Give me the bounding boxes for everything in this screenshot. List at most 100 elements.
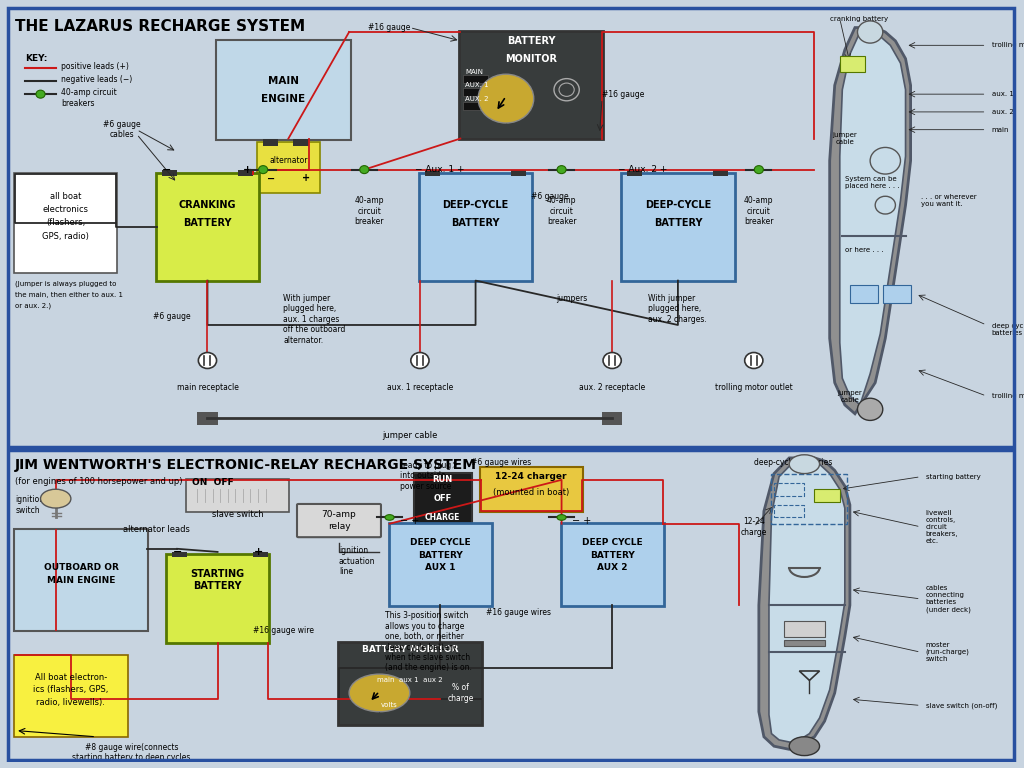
Circle shape: [411, 353, 429, 369]
Bar: [511, 170, 526, 177]
FancyBboxPatch shape: [186, 479, 290, 511]
Circle shape: [385, 515, 394, 520]
Text: slave switch: slave switch: [212, 510, 263, 519]
Text: jumper cable: jumper cable: [382, 432, 437, 441]
Text: #6 gauge: #6 gauge: [531, 192, 569, 200]
Text: BATTERY MONITOR: BATTERY MONITOR: [361, 644, 458, 654]
Text: MAIN: MAIN: [466, 69, 483, 75]
Circle shape: [478, 74, 534, 123]
Bar: [463, 75, 488, 83]
Bar: [263, 140, 279, 146]
Text: 40-amp
circuit
breaker: 40-amp circuit breaker: [744, 197, 773, 226]
Text: THE LAZARUS RECHARGE SYSTEM: THE LAZARUS RECHARGE SYSTEM: [15, 18, 305, 34]
Text: 70-amp: 70-amp: [322, 510, 356, 519]
Text: DEEP CYCLE: DEEP CYCLE: [582, 538, 642, 547]
Polygon shape: [759, 458, 850, 750]
Circle shape: [359, 166, 369, 174]
Text: MONITOR: MONITOR: [505, 54, 557, 64]
FancyBboxPatch shape: [14, 654, 128, 737]
Text: #6 gauge: #6 gauge: [154, 312, 190, 320]
Text: main receptacle: main receptacle: [176, 382, 239, 392]
Text: cranking battery: cranking battery: [829, 15, 888, 22]
Bar: [162, 170, 177, 177]
Text: moster
(run-charge)
switch: moster (run-charge) switch: [926, 642, 970, 663]
Bar: [850, 285, 878, 303]
Text: BATTERY: BATTERY: [653, 218, 702, 228]
Text: ENGINE: ENGINE: [261, 94, 305, 104]
Text: With jumper
plugged here,
aux. 2 charges.: With jumper plugged here, aux. 2 charges…: [647, 294, 707, 324]
Circle shape: [557, 515, 566, 520]
Text: positive leads (+): positive leads (+): [60, 61, 129, 71]
Text: System can be
placed here . . .: System can be placed here . . .: [845, 177, 899, 190]
Text: −: −: [172, 547, 182, 557]
Text: (mounted in boat): (mounted in boat): [494, 488, 569, 497]
Text: AUX. 1: AUX. 1: [466, 82, 489, 88]
Text: the main, then either to aux. 1: the main, then either to aux. 1: [15, 292, 123, 298]
Text: #6 gauge wires: #6 gauge wires: [471, 458, 531, 467]
Circle shape: [36, 90, 45, 98]
Text: BATTERY: BATTERY: [452, 218, 500, 228]
Text: alternator: alternator: [269, 156, 307, 165]
Text: aux. 2 receptacle: aux. 2 receptacle: [579, 382, 645, 392]
Text: cables
connecting
batteries
(under deck): cables connecting batteries (under deck): [926, 585, 971, 613]
Circle shape: [557, 166, 566, 174]
Text: (Jumper is always plugged to: (Jumper is always plugged to: [15, 280, 117, 287]
FancyBboxPatch shape: [414, 473, 471, 525]
Text: −: −: [266, 174, 274, 184]
Text: negative leads (−): negative leads (−): [60, 75, 132, 84]
Text: 12-24
charge: 12-24 charge: [740, 517, 767, 537]
Text: RUN: RUN: [432, 475, 453, 485]
Text: +: +: [253, 547, 263, 557]
Text: livewell
controls,
circuit
breakers,
etc.: livewell controls, circuit breakers, etc…: [926, 510, 958, 544]
Text: jumpers: jumpers: [556, 294, 588, 303]
FancyBboxPatch shape: [560, 523, 664, 606]
Text: ⚡: ⚡: [451, 458, 460, 471]
Bar: [463, 101, 488, 110]
Bar: [463, 88, 488, 96]
FancyBboxPatch shape: [14, 173, 118, 273]
Text: 40-amp
circuit
breaker: 40-amp circuit breaker: [547, 197, 577, 226]
Text: breakers: breakers: [60, 98, 94, 108]
Circle shape: [790, 455, 819, 474]
Text: ignition
actuation
line: ignition actuation line: [339, 546, 376, 576]
Bar: [198, 412, 217, 425]
FancyBboxPatch shape: [166, 554, 269, 644]
Text: 40-amp
circuit
breaker: 40-amp circuit breaker: [354, 197, 384, 226]
FancyBboxPatch shape: [419, 173, 532, 282]
Circle shape: [258, 166, 267, 174]
Text: all boat: all boat: [50, 192, 82, 200]
Text: electronics: electronics: [43, 205, 89, 214]
Circle shape: [603, 353, 622, 369]
Text: . . . or wherever
you want it.: . . . or wherever you want it.: [921, 194, 976, 207]
Text: −: −: [163, 164, 172, 174]
Text: ics (flashers, GPS,: ics (flashers, GPS,: [33, 685, 109, 694]
Circle shape: [857, 21, 883, 43]
Bar: [425, 170, 440, 177]
Text: − +: − +: [571, 515, 591, 525]
FancyBboxPatch shape: [156, 173, 259, 282]
Text: (for engines of 100 horsepower and up): (for engines of 100 horsepower and up): [15, 477, 182, 485]
Text: main  aux 1  aux 2: main aux 1 aux 2: [377, 677, 442, 684]
Text: or aux. 2.): or aux. 2.): [15, 303, 51, 310]
Polygon shape: [769, 461, 845, 743]
Circle shape: [199, 353, 216, 369]
Text: CHARGE: CHARGE: [425, 513, 461, 522]
Text: #16 gauge: #16 gauge: [602, 90, 644, 98]
Bar: [883, 285, 910, 303]
Text: #6 gauge
cables: #6 gauge cables: [102, 120, 140, 139]
Text: With jumper
plugged here,
aux. 1 charges
off the outboard
alternator.: With jumper plugged here, aux. 1 charges…: [284, 294, 346, 345]
Text: #16 gauge wires: #16 gauge wires: [485, 608, 551, 617]
Bar: [784, 640, 824, 646]
Text: +: +: [302, 174, 310, 184]
Text: aux. 2: aux. 2: [991, 109, 1014, 115]
FancyBboxPatch shape: [460, 31, 603, 140]
Text: MAIN: MAIN: [268, 76, 299, 86]
Bar: [602, 412, 623, 425]
Text: − Aux. 2 +: − Aux. 2 +: [617, 165, 668, 174]
Text: 12-24 charger: 12-24 charger: [496, 472, 567, 482]
Bar: [628, 170, 642, 177]
Bar: [714, 170, 728, 177]
Bar: [784, 621, 824, 637]
Bar: [238, 170, 253, 177]
Text: jumper
cable: jumper cable: [838, 389, 862, 402]
